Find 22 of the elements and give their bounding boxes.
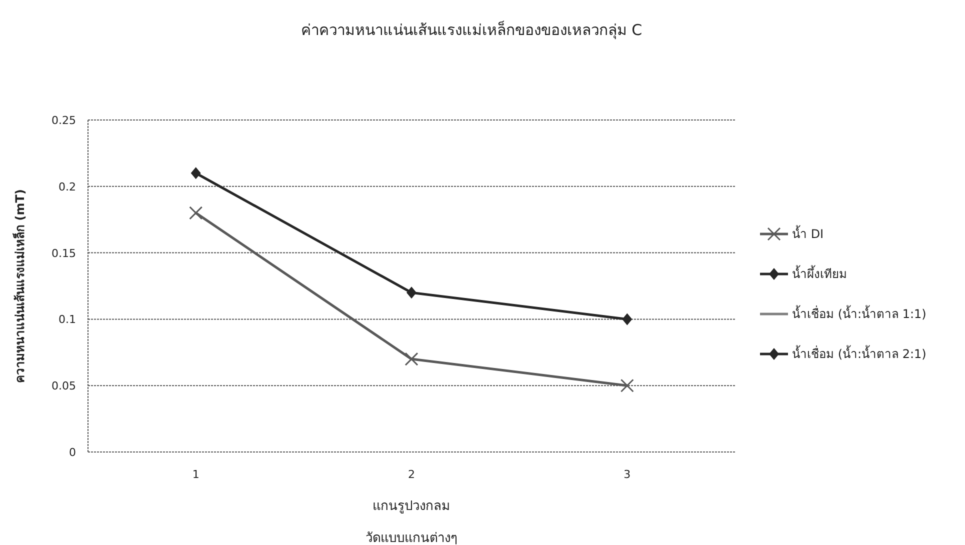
x-tick-label: 1	[192, 468, 200, 481]
y-tick-label: 0.15	[52, 246, 76, 260]
y-tick-label: 0.1	[58, 313, 76, 326]
legend-label: น้ำผึ้งเทียม	[792, 265, 847, 281]
y-axis-title: ความหนาแน่นเส้นแรงแม่เหล็ก (mT)	[12, 189, 27, 383]
point	[406, 286, 416, 299]
legend-label: น้ำเชื่อม (น้ำ:น้ำตาล 2:1)	[792, 345, 926, 361]
y-tick-label: 0.2	[58, 180, 76, 194]
point	[189, 206, 203, 220]
point	[190, 167, 201, 180]
y-tick-label: 0	[69, 446, 76, 459]
chart-title: ค่าความหนาแน่นเส้นแรงแม่เหล็กของของเหลวกลุ่ม C	[300, 20, 642, 40]
y-tick-label: 0.25	[52, 114, 76, 127]
text: แกนรูปวงกลม วัดแบบแกนต่างๆ	[366, 499, 458, 545]
legend-label: น้ำเชื่อม (น้ำ:น้ำตาล 1:1)	[792, 305, 926, 321]
point	[622, 313, 632, 326]
x-tick-label: 3	[624, 468, 631, 481]
x-tick-label: 2	[408, 468, 415, 481]
point	[404, 352, 418, 366]
legend-label: น้ำ DI	[792, 225, 824, 241]
y-tick-label: 0.05	[52, 380, 76, 393]
point	[620, 378, 634, 392]
